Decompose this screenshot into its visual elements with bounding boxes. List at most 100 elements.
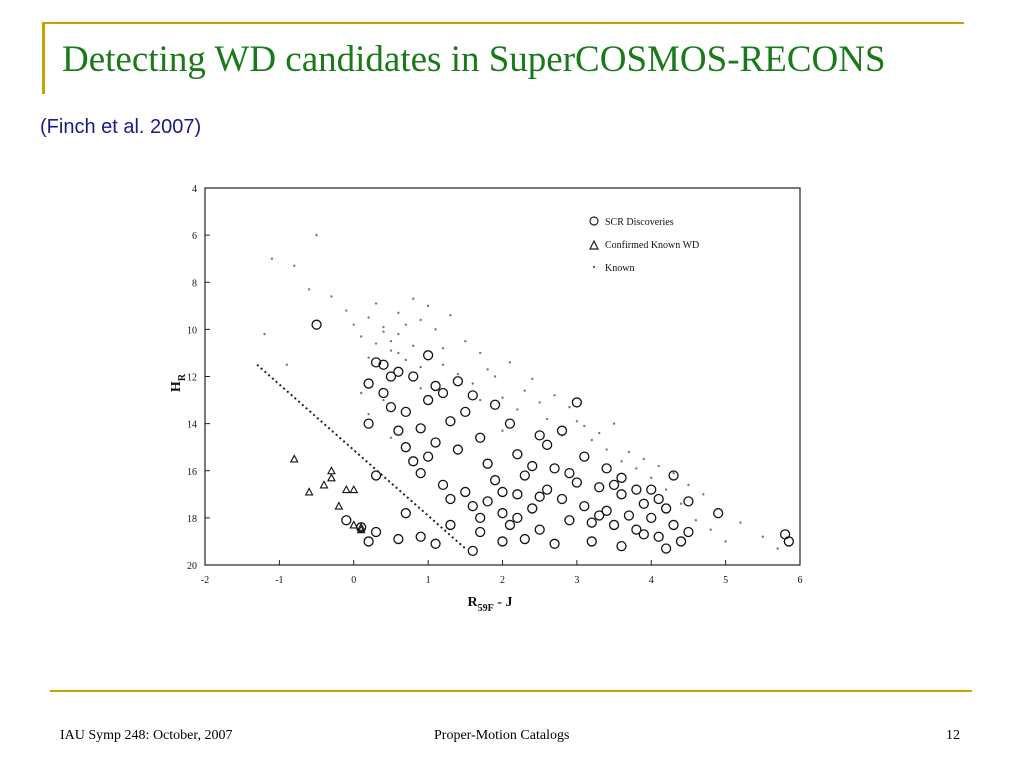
scr-point	[653, 493, 664, 505]
scr-point	[489, 475, 501, 486]
scr-point	[393, 533, 404, 545]
known-point	[449, 314, 452, 317]
scr-point	[527, 503, 538, 514]
scr-point	[631, 484, 642, 495]
scr-point	[504, 519, 516, 531]
scr-point	[363, 378, 374, 389]
x-tick-label: 3	[574, 575, 579, 586]
known-point	[590, 438, 593, 442]
scr-point	[534, 491, 545, 502]
scr-point	[475, 526, 486, 538]
known-point	[367, 356, 370, 359]
known-point	[493, 375, 497, 378]
scr-point	[489, 399, 501, 410]
known-point	[739, 521, 742, 524]
known-point	[270, 257, 274, 260]
scr-point	[452, 376, 464, 387]
known-point	[441, 363, 445, 366]
scr-point	[430, 538, 441, 549]
scr-point	[400, 442, 411, 453]
scr-point	[370, 470, 382, 481]
known-point	[456, 372, 460, 376]
known-point	[397, 351, 400, 355]
scr-point	[445, 416, 456, 427]
y-tick-label: 8	[192, 278, 197, 289]
slide-subtitle: (Finch et al. 2007)	[40, 116, 202, 138]
scr-point	[519, 470, 530, 481]
scr-point	[519, 533, 530, 545]
legend-label-scr: SCR Discoveries	[605, 217, 674, 228]
scr-point	[579, 451, 590, 462]
scr-point	[549, 538, 560, 549]
known-point	[724, 540, 727, 543]
scr-point	[623, 510, 635, 521]
scr-point	[452, 444, 464, 455]
legend-triangle-marker	[589, 239, 599, 250]
scr-point	[683, 526, 694, 538]
x-tick-label: 1	[426, 575, 431, 586]
known-point	[412, 344, 415, 348]
known-point	[620, 460, 623, 463]
known-point	[441, 347, 445, 350]
known-point	[419, 318, 422, 322]
wd-point	[327, 473, 336, 482]
scr-point	[497, 508, 508, 519]
scr-point	[549, 463, 560, 474]
scr-series	[311, 319, 794, 557]
scr-point	[564, 515, 575, 526]
scr-point	[408, 456, 419, 467]
scr-point	[512, 449, 523, 460]
y-tick-label: 16	[187, 467, 197, 478]
known-point	[389, 349, 393, 352]
known-point	[419, 387, 422, 390]
scr-point	[437, 479, 449, 491]
scr-point	[594, 482, 605, 493]
known-point	[345, 309, 348, 312]
y-tick-label: 18	[187, 514, 197, 525]
reduced-proper-motion-cut-line	[256, 363, 466, 550]
known-point	[367, 413, 370, 416]
known-point	[359, 335, 363, 338]
known-point	[672, 471, 675, 475]
known-point	[478, 351, 482, 355]
scr-point	[467, 390, 478, 401]
known-point	[657, 464, 660, 468]
wd-point	[319, 480, 329, 489]
wd-point	[304, 487, 314, 496]
known-point	[367, 316, 370, 319]
scr-point	[400, 508, 411, 519]
scr-point	[631, 524, 642, 535]
scr-point	[608, 519, 620, 531]
legend: SCR Discoveries Confirmed Known WD Known	[589, 216, 699, 274]
known-point	[404, 323, 408, 326]
scr-point	[430, 380, 441, 392]
scr-point	[370, 357, 382, 368]
plot-frame	[204, 187, 801, 566]
known-point	[553, 394, 556, 397]
known-point	[352, 323, 355, 326]
scr-point	[467, 545, 478, 557]
scr-point	[541, 439, 553, 450]
slide-number: 12	[946, 728, 960, 743]
scr-point	[437, 387, 449, 399]
known-point	[508, 361, 512, 364]
known-point	[538, 401, 541, 404]
scr-point	[571, 397, 583, 408]
known-point	[605, 448, 608, 451]
scr-point	[660, 503, 672, 514]
x-tick-label: 0	[351, 575, 356, 586]
known-series	[263, 233, 779, 550]
known-point	[397, 311, 400, 315]
known-point	[374, 342, 378, 345]
known-point	[434, 328, 437, 331]
known-point	[501, 429, 504, 432]
scr-point	[683, 496, 694, 507]
title-frame	[42, 22, 964, 94]
scr-point	[385, 401, 397, 413]
scr-point	[460, 406, 471, 417]
wd-point	[349, 484, 359, 494]
known-point	[650, 476, 653, 480]
known-point	[709, 528, 712, 531]
scr-point	[370, 526, 382, 538]
